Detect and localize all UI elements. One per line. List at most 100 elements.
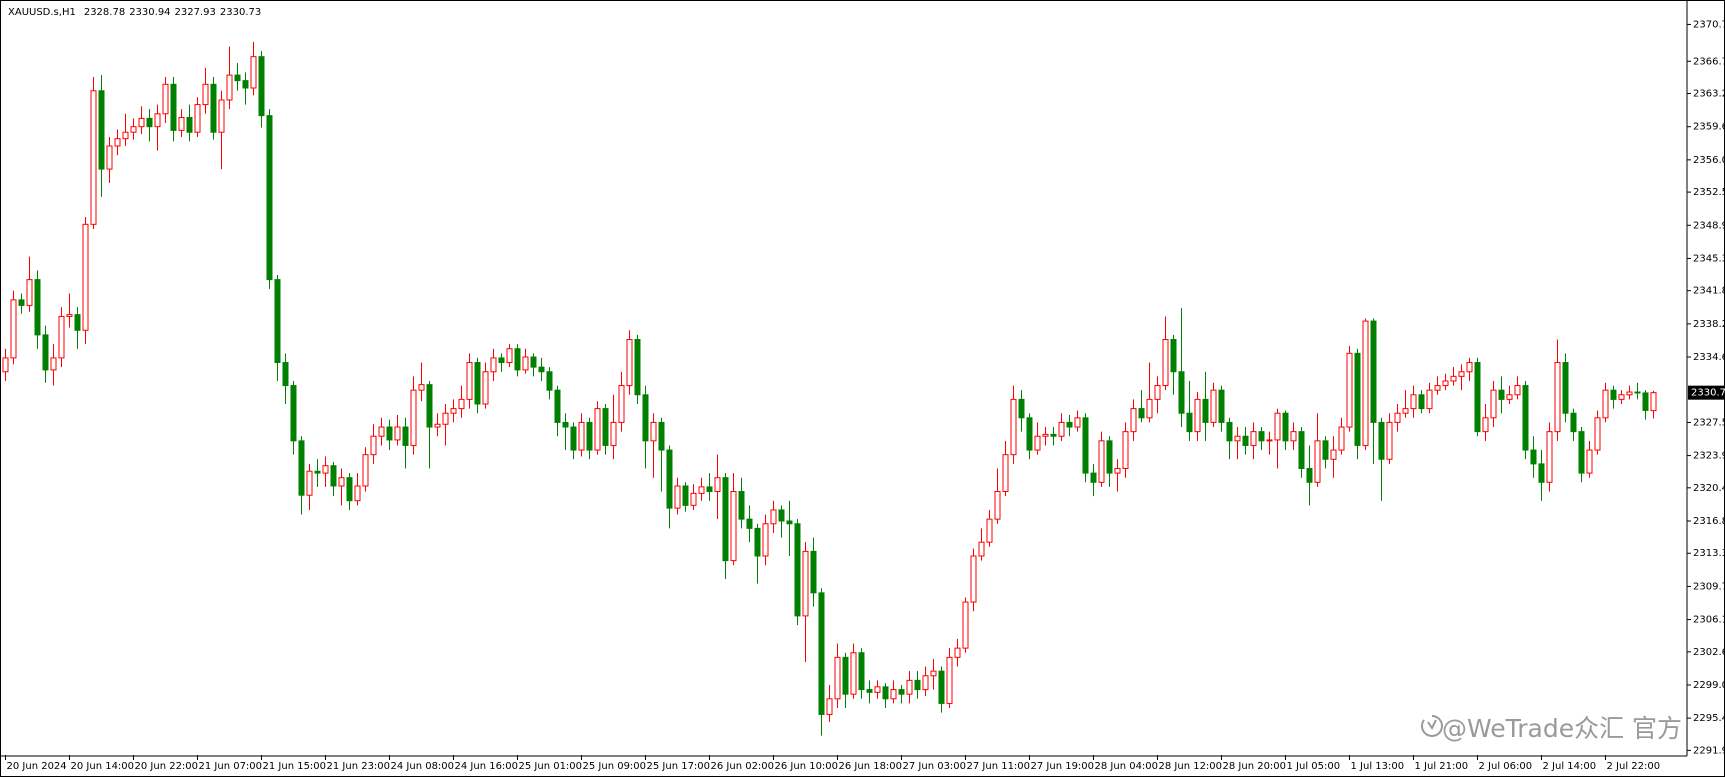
candle-body [1458, 371, 1465, 377]
candle-body [322, 465, 329, 474]
candle-body [362, 454, 369, 487]
candle-body [1554, 362, 1561, 433]
candle-body [282, 362, 289, 387]
candle-body [274, 279, 281, 364]
candle-body [1546, 431, 1553, 483]
candle-body [162, 83, 169, 115]
candle-body [690, 492, 697, 506]
candle-body [1306, 467, 1313, 483]
candle-body [1330, 449, 1337, 460]
symbol: XAUUSD.s,H1 [8, 7, 76, 18]
y-tick-label: 2366.70 [1693, 56, 1725, 67]
candle-body [250, 56, 257, 89]
x-tick-label: 27 Jun 03:00 [903, 761, 967, 772]
candle-body [58, 315, 65, 359]
x-tick-label: 2 Jul 14:00 [1543, 761, 1597, 772]
candle-body [1426, 389, 1433, 410]
candle-body [1538, 463, 1545, 483]
candle-body [930, 670, 937, 677]
candle-body [1450, 375, 1457, 382]
candle-body [1074, 417, 1081, 428]
candle-body [650, 421, 657, 442]
candle-body [242, 80, 249, 89]
candle-body [458, 398, 465, 410]
last-price-label: 2330.73 [1691, 388, 1725, 399]
candle-body [482, 371, 489, 405]
candle-body [1042, 433, 1049, 437]
candle-body [754, 527, 761, 557]
candle-body [386, 426, 393, 441]
candle-body [466, 362, 473, 400]
candle-body [266, 115, 273, 281]
candle-body [1634, 391, 1641, 394]
x-tick-label: 1 Jul 13:00 [1351, 761, 1405, 772]
candle-body [658, 421, 665, 451]
candle-body [914, 679, 921, 691]
candle-body [1250, 431, 1257, 446]
candle-body [1442, 380, 1449, 387]
y-tick-label: 2338.20 [1693, 319, 1725, 330]
candle-body [1194, 398, 1201, 433]
x-tick-label: 1 Jul 21:00 [1415, 761, 1469, 772]
candle-body [146, 117, 153, 128]
candle-body [594, 408, 601, 451]
candle-body [170, 83, 177, 131]
candle-body [530, 356, 537, 368]
candle-body [1106, 440, 1113, 474]
candle-body [290, 385, 297, 442]
candle-body [1522, 385, 1529, 451]
candle-body [138, 117, 145, 128]
candles [2, 41, 1657, 736]
candle-body [298, 440, 305, 496]
y-tick-label: 2334.60 [1693, 352, 1725, 363]
y-tick-label: 2345.30 [1693, 253, 1725, 264]
candle-body [682, 485, 689, 506]
candle-body [1530, 449, 1537, 465]
candle-body [1058, 421, 1065, 437]
candle-body [426, 384, 433, 428]
x-tick-label: 25 Jun 01:00 [519, 761, 583, 772]
candle-body [1618, 394, 1625, 400]
y-tick-label: 2359.60 [1693, 122, 1725, 133]
x-tick-label: 27 Jun 19:00 [1031, 761, 1095, 772]
last-price-box [1688, 385, 1725, 400]
candle-body [122, 131, 129, 140]
candle-body [1210, 389, 1217, 423]
candle-body [418, 384, 425, 391]
candle-body [634, 339, 641, 396]
candle-body [474, 362, 481, 405]
candle-body [730, 491, 737, 562]
candle-body [66, 314, 73, 317]
y-tick-label: 2313.30 [1693, 548, 1725, 559]
candle-body [802, 550, 809, 617]
candle-body [794, 523, 801, 617]
candle-body [1026, 417, 1033, 451]
last-open: 2328.78 [84, 7, 125, 18]
candle-body [82, 223, 89, 331]
x-tick-label: 20 Jun 2024 [7, 761, 67, 772]
candle-body [1410, 394, 1417, 410]
candle-body [1362, 320, 1369, 446]
candle-body [106, 145, 113, 170]
candle-body [226, 74, 233, 101]
x-tick-label: 21 Jun 23:00 [327, 761, 391, 772]
candle-body [1402, 408, 1409, 414]
candle-body [1202, 398, 1209, 423]
candle-body [898, 689, 905, 695]
candle-body [978, 541, 985, 557]
candle-body [522, 356, 529, 371]
candle-body [1018, 398, 1025, 419]
y-tick-label: 2309.70 [1693, 581, 1725, 592]
candle-body [1626, 391, 1633, 396]
candle-body [586, 421, 593, 451]
candle-body [674, 485, 681, 509]
candle-body [1226, 421, 1233, 442]
y-tick-label: 2291.90 [1693, 745, 1725, 756]
candle-body [194, 104, 201, 133]
candle-body [1082, 417, 1089, 474]
candle-body [1338, 426, 1345, 451]
candle-body [1146, 398, 1153, 419]
candle-body [610, 421, 617, 446]
candle-body [1098, 440, 1105, 483]
candle-body [450, 408, 457, 414]
